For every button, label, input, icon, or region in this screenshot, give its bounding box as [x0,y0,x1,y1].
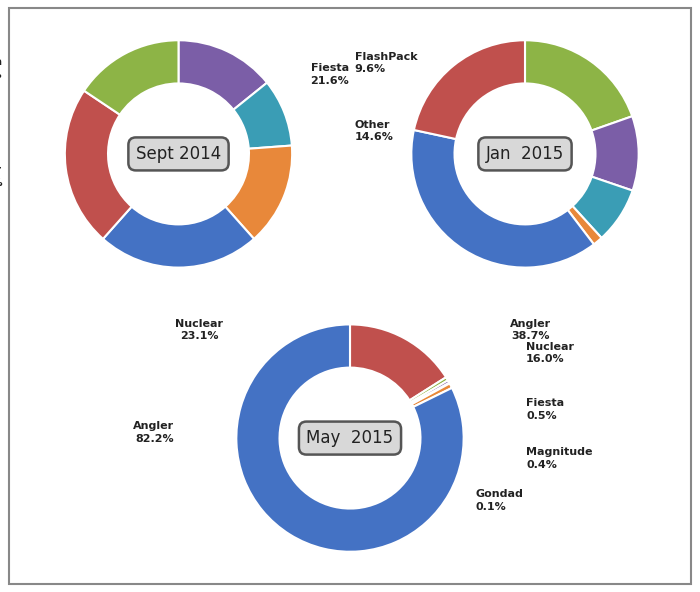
Text: Jan  2015: Jan 2015 [486,145,564,163]
Text: Angler
38.7%: Angler 38.7% [510,319,551,342]
Wedge shape [65,91,132,239]
Text: Sept 2014: Sept 2014 [136,145,221,163]
Text: Other
14.6%: Other 14.6% [355,120,393,143]
Wedge shape [178,40,267,110]
Wedge shape [568,206,601,244]
Text: Nuclear
23.1%: Nuclear 23.1% [175,319,223,342]
Wedge shape [84,40,178,115]
Wedge shape [237,324,463,552]
Text: Angler
22.8%: Angler 22.8% [0,165,2,188]
Wedge shape [592,116,638,191]
Text: Nuclear
16.0%: Nuclear 16.0% [526,342,574,364]
Text: Magnitude
0.4%: Magnitude 0.4% [526,448,593,469]
Wedge shape [573,176,633,238]
Wedge shape [525,40,632,131]
Wedge shape [233,83,292,149]
Wedge shape [412,130,594,268]
Wedge shape [414,40,525,139]
Wedge shape [225,146,292,239]
Text: Fiesta
21.6%: Fiesta 21.6% [310,63,349,86]
Text: Angler
82.2%: Angler 82.2% [133,421,174,443]
Wedge shape [103,207,254,268]
Text: Fiesta
15.6%: Fiesta 15.6% [0,57,2,80]
Text: Gondad
0.1%: Gondad 0.1% [475,490,523,512]
Wedge shape [412,383,449,404]
Text: May  2015: May 2015 [307,429,393,447]
Wedge shape [412,384,452,407]
Wedge shape [411,380,449,404]
Text: FlashPack
9.6%: FlashPack 9.6% [355,52,417,74]
Text: Fiesta
0.5%: Fiesta 0.5% [526,398,564,421]
Wedge shape [410,377,448,403]
Wedge shape [350,324,446,400]
